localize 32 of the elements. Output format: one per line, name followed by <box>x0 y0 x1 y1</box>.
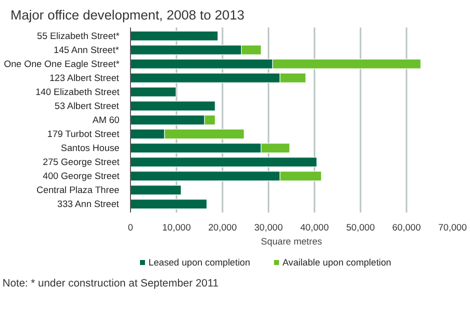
y-tick-label: 145 Ann Street* <box>54 44 120 55</box>
x-tick-label: 70,000 <box>438 222 467 232</box>
y-tick-label: 53 Albert Street <box>54 100 120 111</box>
y-tick-label: 140 Elizabeth Street <box>35 86 120 97</box>
bar <box>130 156 318 168</box>
y-tick-label: 123 Albert Street <box>50 72 120 83</box>
bar <box>130 185 182 196</box>
y-tick-label: One One One Eagle Street* <box>4 58 120 69</box>
x-tick-label: 50,000 <box>346 222 375 232</box>
bar <box>130 86 176 98</box>
y-tick-label: 333 Ann Street <box>57 199 120 210</box>
y-tick-label: Santos House <box>60 143 120 154</box>
y-tick-label: 179 Turbot Street <box>47 129 120 140</box>
x-axis-title: Square metres <box>260 236 322 246</box>
x-tick-label: 40,000 <box>300 222 329 232</box>
legend-label: Available upon completion <box>282 258 392 268</box>
y-tick-label: 55 Elizabeth Street* <box>37 30 120 41</box>
chart-title: Major office development, 2008 to 2013 <box>10 8 244 22</box>
x-tick-label: 60,000 <box>392 222 421 232</box>
x-tick-label: 20,000 <box>208 222 237 232</box>
y-tick-label: AM 60 <box>92 115 120 125</box>
x-tick-label: 30,000 <box>254 222 283 232</box>
legend-label: Leased upon completion <box>148 258 250 268</box>
bar <box>130 30 218 41</box>
x-tick-label: 10,000 <box>162 222 191 232</box>
y-tick-label: Central Plaza Three <box>36 185 120 196</box>
y-tick-label: 275 George Street <box>42 157 120 168</box>
bar <box>130 199 208 210</box>
y-tick-label: 400 George Street <box>42 171 120 182</box>
x-tick-label: 0 <box>128 222 134 232</box>
text: Note: * under construction at September 2011 <box>2 278 219 290</box>
bar <box>130 100 216 112</box>
